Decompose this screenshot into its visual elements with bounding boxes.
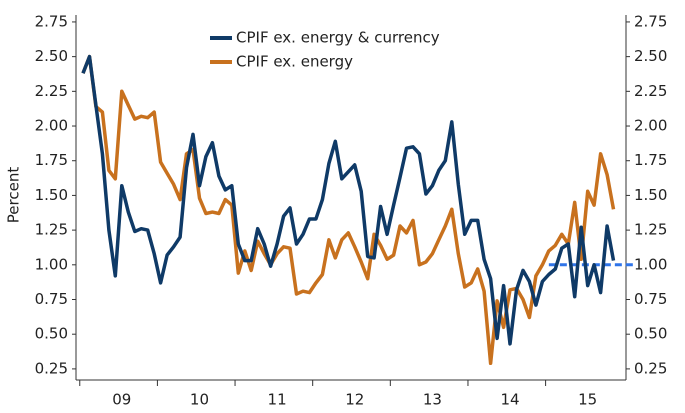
y-tick-label: 2.50 — [35, 47, 68, 65]
x-tick-label: 13 — [423, 391, 442, 409]
x-tick-label: 09 — [112, 391, 131, 409]
y2-tick-label: 1.50 — [634, 186, 667, 204]
y2-tick-label: 0.75 — [634, 290, 667, 308]
y2-tick-label: 0.50 — [634, 325, 667, 343]
y-tick-label: 1.25 — [35, 221, 68, 239]
y-tick-label: 2.25 — [35, 82, 68, 100]
y2-tick-label: 1.75 — [634, 151, 667, 169]
legend-label: CPIF ex. energy & currency — [236, 29, 440, 47]
y-tick-label: 1.00 — [35, 255, 68, 273]
x-tick-label: 12 — [345, 391, 364, 409]
x-tick-label: 14 — [500, 391, 519, 409]
y-tick-label: 0.25 — [35, 359, 68, 377]
x-tick-label: 10 — [190, 391, 209, 409]
y2-tick-label: 1.00 — [634, 255, 667, 273]
y-tick-label: 1.50 — [35, 186, 68, 204]
y-tick-label: 1.75 — [35, 151, 68, 169]
legend-label: CPIF ex. energy — [236, 53, 353, 71]
series-line — [81, 54, 616, 346]
y2-tick-label: 2.25 — [634, 82, 667, 100]
y-tick-label: 0.50 — [35, 325, 68, 343]
y2-tick-label: 2.00 — [634, 117, 667, 135]
y-tick-label: 0.75 — [35, 290, 68, 308]
y2-tick-label: 2.75 — [634, 12, 667, 30]
x-tick-label: 15 — [578, 391, 597, 409]
series-line — [81, 54, 616, 366]
y-axis-label: Percent — [5, 167, 23, 224]
x-tick-label: 11 — [268, 391, 287, 409]
y2-tick-label: 0.25 — [634, 359, 667, 377]
y-tick-label: 2.75 — [35, 12, 68, 30]
y-tick-label: 2.00 — [35, 117, 68, 135]
y2-tick-label: 2.50 — [634, 47, 667, 65]
y2-tick-label: 1.25 — [634, 221, 667, 239]
